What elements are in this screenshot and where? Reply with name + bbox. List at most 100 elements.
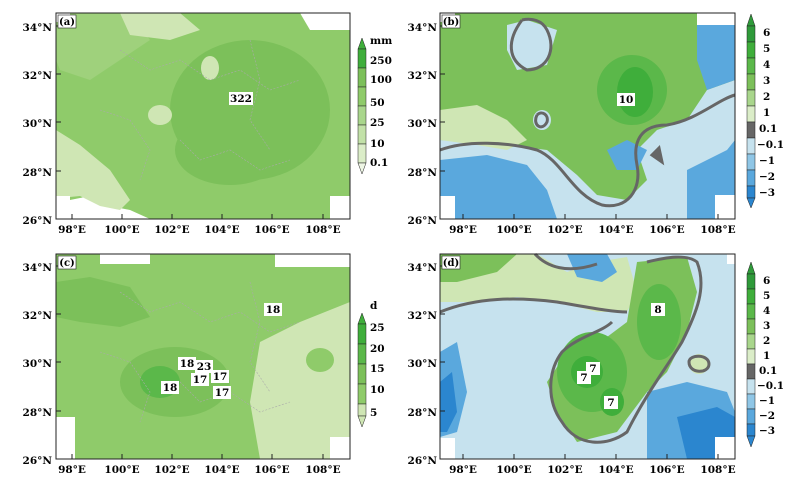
panel-tag-b: (b) (442, 15, 460, 28)
lon-label-106: 106°E (254, 224, 289, 236)
svg-text:7: 7 (580, 372, 587, 384)
svg-text:102°E: 102°E (154, 464, 189, 476)
svg-text:98°E: 98°E (449, 464, 477, 476)
map-panel-b: 26°N 28°N 30°N 32°N 34°N (397, 0, 795, 240)
precip-field (56, 13, 350, 219)
svg-text:28°N: 28°N (408, 407, 438, 419)
svg-text:−2: −2 (759, 171, 775, 183)
colorbar-a: mm 250 100 50 25 10 0.1 (358, 35, 392, 174)
xlabels-d: 98°E 100°E 102°E 104°E 106°E 108°E (449, 464, 736, 476)
svg-text:30°N: 30°N (23, 358, 53, 370)
svg-text:25: 25 (370, 322, 385, 334)
svg-text:34°N: 34°N (408, 262, 438, 274)
svg-text:23: 23 (197, 361, 212, 373)
map-panel-c: 26°N 28°N 30°N 32°N 34°N 98°E 100°E (0, 242, 397, 483)
svg-text:−2: −2 (759, 410, 775, 422)
svg-text:7: 7 (607, 397, 614, 409)
lat-label-34: 34°N (23, 22, 53, 34)
svg-text:(c): (c) (59, 258, 75, 269)
svg-text:4: 4 (763, 305, 770, 317)
svg-text:3: 3 (763, 75, 770, 87)
svg-text:106°E: 106°E (649, 224, 684, 236)
svg-text:10: 10 (370, 384, 385, 396)
svg-text:32°N: 32°N (408, 310, 438, 322)
colorbar-c: d 25 20 15 10 5 (358, 300, 385, 427)
svg-text:2: 2 (763, 91, 770, 103)
svg-text:17: 17 (193, 374, 208, 386)
svg-text:104°E: 104°E (204, 464, 239, 476)
xlabels-c: 98°E 100°E 102°E 104°E 106°E 108°E (58, 464, 341, 476)
svg-text:10: 10 (619, 94, 634, 106)
colorbar-b: 6 5 4 3 2 1 0.1 −0.1 −1 −2 −3 (747, 14, 784, 208)
svg-text:26°N: 26°N (408, 215, 438, 227)
xlabels-b: 98°E 100°E 102°E 104°E 106°E 108°E (449, 224, 736, 236)
lon-label-100: 100°E (104, 224, 139, 236)
panel-tag-d: (d) (442, 256, 460, 269)
svg-text:d: d (370, 300, 378, 312)
svg-text:102°E: 102°E (547, 224, 582, 236)
svg-text:−1: −1 (759, 155, 775, 167)
colorbar-d: 6 5 4 3 2 1 0.1 −0.1 −1 −2 −3 (747, 262, 784, 447)
svg-text:98°E: 98°E (58, 464, 86, 476)
svg-text:100: 100 (370, 74, 392, 86)
svg-text:104°E: 104°E (598, 224, 633, 236)
ylabels-d: 26°N 28°N 30°N 32°N 34°N (408, 262, 438, 467)
svg-text:100°E: 100°E (104, 464, 139, 476)
ylabels-c: 26°N 28°N 30°N 32°N 34°N (23, 262, 53, 467)
lat-label-32: 32°N (23, 70, 53, 82)
svg-text:30°N: 30°N (408, 358, 438, 370)
svg-text:1: 1 (763, 107, 770, 119)
svg-text:−0.1: −0.1 (757, 139, 784, 151)
panel-tag-c: (c) (58, 256, 76, 269)
value-label: 322 (229, 92, 253, 105)
svg-text:17: 17 (215, 387, 230, 399)
lon-label-108: 108°E (305, 224, 340, 236)
svg-text:20: 20 (370, 343, 385, 355)
map-panel-d: 26°N 28°N 30°N 32°N 34°N (397, 242, 795, 483)
svg-text:6: 6 (763, 275, 770, 287)
lat-label-26: 26°N (23, 215, 53, 227)
svg-text:106°E: 106°E (649, 464, 684, 476)
svg-text:18: 18 (180, 358, 195, 370)
svg-text:0.1: 0.1 (370, 157, 388, 169)
svg-text:−0.1: −0.1 (757, 380, 784, 392)
svg-text:30°N: 30°N (408, 118, 438, 130)
ylabels-a: 26°N 28°N 30°N 32°N 34°N (23, 22, 53, 227)
lon-label-98: 98°E (58, 224, 86, 236)
svg-text:100°E: 100°E (496, 224, 531, 236)
svg-text:4: 4 (763, 59, 770, 71)
svg-text:6: 6 (763, 27, 770, 39)
svg-text:0.1: 0.1 (759, 365, 777, 377)
lon-label-102: 102°E (154, 224, 189, 236)
svg-text:−3: −3 (759, 187, 775, 199)
value-label: 10 (617, 93, 635, 106)
svg-text:1: 1 (763, 350, 770, 362)
svg-text:108°E: 108°E (700, 224, 735, 236)
svg-text:108°E: 108°E (305, 464, 340, 476)
panel-tag-text: (a) (59, 17, 75, 28)
days-field (56, 254, 350, 459)
svg-text:−3: −3 (759, 425, 775, 437)
svg-text:25: 25 (370, 117, 385, 129)
svg-text:102°E: 102°E (547, 464, 582, 476)
lon-label-104: 104°E (204, 224, 239, 236)
svg-text:(b): (b) (443, 17, 459, 28)
svg-text:322: 322 (230, 93, 252, 105)
svg-text:28°N: 28°N (23, 407, 53, 419)
svg-text:32°N: 32°N (408, 70, 438, 82)
map-panel-a: 26°N 28°N 30°N 32°N 34°N 98°E (0, 0, 397, 240)
svg-text:5: 5 (763, 43, 770, 55)
colorbar-unit: mm (370, 35, 392, 47)
xlabels-a: 98°E 100°E 102°E 104°E 106°E 108°E (58, 224, 341, 236)
svg-text:2: 2 (763, 335, 770, 347)
svg-text:17: 17 (213, 371, 228, 383)
svg-text:32°N: 32°N (23, 310, 53, 322)
svg-text:98°E: 98°E (449, 224, 477, 236)
anomaly-field (440, 254, 735, 459)
svg-text:104°E: 104°E (598, 464, 633, 476)
svg-text:50: 50 (370, 97, 385, 109)
svg-text:108°E: 108°E (700, 464, 735, 476)
lat-label-28: 28°N (23, 167, 53, 179)
svg-text:26°N: 26°N (23, 455, 53, 467)
svg-text:34°N: 34°N (23, 262, 53, 274)
